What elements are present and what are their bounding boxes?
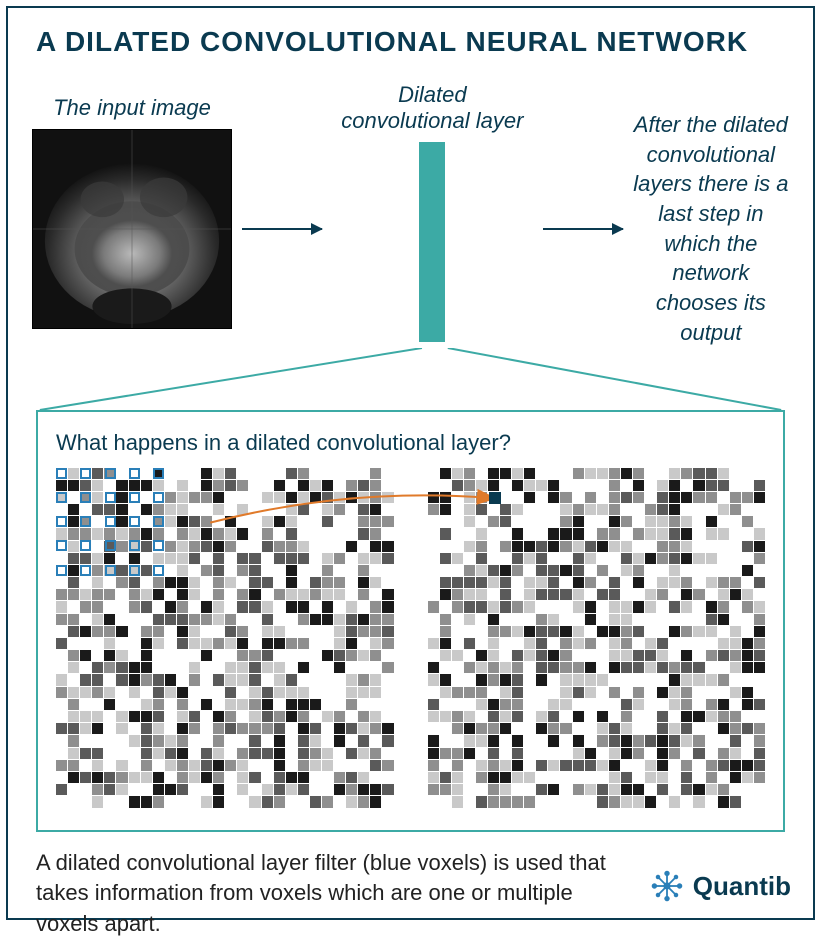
pixel-grid-left (56, 468, 394, 808)
arrow-2-col (539, 228, 627, 230)
arrow-icon (543, 228, 623, 230)
input-column: The input image (32, 95, 232, 329)
output-column: After the dilated convolutional layers t… (633, 110, 789, 348)
layer-label: Dilated convolutional layer (332, 82, 533, 134)
logo-text: Quantib (693, 871, 791, 902)
diagram-frame: A DILATED CONVOLUTIONAL NEURAL NETWORK T… (6, 6, 815, 920)
detail-box: What happens in a dilated convolutional … (36, 410, 785, 832)
pixel-grid-right (428, 468, 766, 808)
output-description: After the dilated convolutional layers t… (633, 110, 789, 348)
grids-container (56, 468, 765, 808)
detail-question: What happens in a dilated convolutional … (56, 430, 765, 456)
logo-mark-icon (649, 868, 685, 904)
top-row: The input image (8, 66, 813, 348)
arrow-icon (242, 228, 322, 230)
layer-bar (419, 142, 445, 342)
input-label: The input image (53, 95, 211, 121)
arrow-1-col (238, 228, 326, 230)
mri-image (32, 129, 232, 329)
caption-text: A dilated convolutional layer filter (bl… (8, 832, 648, 940)
brand-logo: Quantib (649, 868, 791, 904)
page-title: A DILATED CONVOLUTIONAL NEURAL NETWORK (8, 8, 813, 66)
connector-lines (8, 348, 813, 410)
layer-column: Dilated convolutional layer (332, 82, 533, 342)
